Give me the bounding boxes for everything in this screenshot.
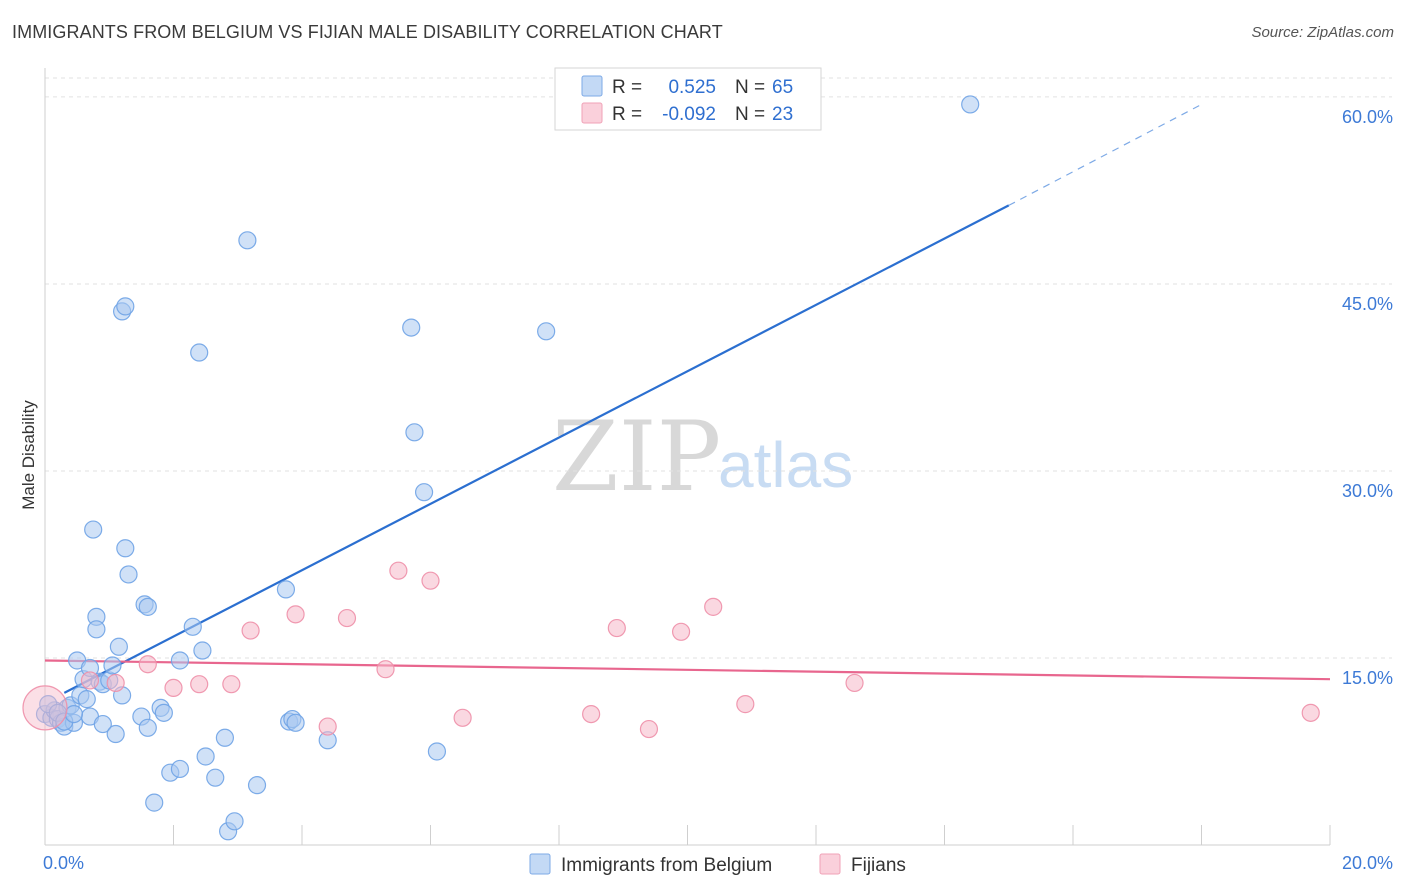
point-fijians [318, 717, 337, 736]
legend-r-value-1: 0.525 [668, 77, 716, 98]
grid-lines [45, 77, 1392, 659]
point-fijians [164, 678, 183, 698]
y-axis-label: Male Disability [19, 400, 38, 510]
point-belgium [138, 597, 157, 616]
point-belgium [225, 812, 244, 831]
point-belgium [961, 95, 980, 114]
trend-line-fijians [44, 659, 1331, 681]
point-belgium [190, 343, 209, 362]
point-fijians [138, 655, 157, 674]
point-fijians [376, 660, 395, 679]
point-fijians [671, 622, 691, 641]
point-belgium [215, 728, 234, 747]
point-belgium [106, 724, 125, 744]
point-fijians [607, 618, 626, 638]
y-tick-label: 45.0% [1342, 294, 1393, 314]
point-belgium [145, 793, 164, 812]
point-belgium [170, 759, 190, 779]
x-tick-label-min: 0.0% [43, 853, 84, 873]
point-belgium [196, 747, 215, 766]
point-belgium [193, 641, 212, 660]
point-fijians [453, 708, 472, 727]
legend-swatch-fijians [581, 102, 603, 124]
legend-n-label-2: N = [735, 104, 765, 125]
bottom-legend-swatch-fijians [819, 853, 841, 875]
point-fijians [22, 685, 68, 731]
point-belgium [238, 231, 257, 250]
point-fijians [286, 605, 305, 624]
point-belgium [170, 651, 190, 670]
y-tick-label: 30.0% [1342, 481, 1393, 501]
x-tick-labels: 0.0% 20.0% [43, 853, 1393, 873]
point-belgium [183, 617, 202, 636]
series-legend: Immigrants from Belgium Fijians [529, 853, 906, 876]
point-belgium [427, 742, 447, 761]
point-belgium [103, 656, 122, 675]
legend-r-label-2: R = [612, 104, 642, 125]
bottom-legend-label-belgium: Immigrants from Belgium [561, 855, 772, 876]
y-tick-labels: 15.0% 30.0% 45.0% 60.0% [1342, 107, 1393, 688]
point-belgium [286, 713, 305, 732]
point-belgium [402, 318, 421, 337]
chart-title: IMMIGRANTS FROM BELGIUM VS FIJIAN MALE D… [12, 22, 723, 42]
point-fijians [389, 561, 408, 580]
y-tick-label: 15.0% [1342, 668, 1393, 688]
watermark-atlas: atlas [718, 429, 853, 501]
legend-swatch-belgium [581, 75, 603, 97]
point-belgium [154, 703, 173, 722]
watermark-zip: ZIP [552, 401, 721, 513]
point-belgium [84, 520, 103, 539]
point-fijians [1301, 703, 1320, 722]
point-belgium [276, 580, 296, 599]
y-tick-label: 60.0% [1342, 107, 1393, 127]
legend-r-label-1: R = [612, 77, 642, 98]
source-label: Source: ZipAtlas.com [1251, 24, 1394, 41]
point-belgium [414, 483, 434, 502]
trend-line-belgium-extension [1008, 103, 1202, 206]
point-fijians [241, 621, 260, 640]
point-belgium [77, 690, 96, 709]
point-belgium [64, 704, 84, 724]
x-tick-label-max: 20.0% [1342, 853, 1393, 873]
point-fijians [421, 571, 440, 590]
stats-legend: R = 0.525 N = 65 R = -0.092 N = 23 [554, 67, 822, 131]
point-belgium [116, 539, 135, 558]
point-fijians [639, 719, 659, 739]
point-fijians [582, 704, 601, 724]
legend-n-value-2: 23 [772, 104, 793, 125]
legend-r-value-2: -0.092 [662, 104, 716, 125]
point-fijians [845, 673, 864, 693]
point-fijians [736, 695, 755, 714]
point-fijians [222, 675, 241, 694]
data-points [22, 95, 1320, 841]
bottom-legend-swatch-belgium [529, 853, 551, 875]
trend-lines [44, 103, 1331, 694]
point-fijians [337, 608, 357, 628]
point-belgium [93, 714, 112, 734]
point-belgium [87, 620, 106, 639]
point-belgium [138, 718, 157, 737]
point-fijians [190, 675, 209, 694]
point-belgium [206, 768, 225, 787]
point-belgium [537, 322, 556, 341]
point-fijians [106, 673, 125, 693]
point-belgium [116, 297, 135, 316]
point-belgium [247, 776, 267, 795]
point-belgium [405, 423, 424, 442]
point-fijians [80, 671, 100, 690]
point-belgium [109, 637, 128, 656]
legend-n-label-1: N = [735, 77, 765, 98]
point-fijians [704, 597, 723, 616]
legend-n-value-1: 65 [772, 77, 793, 98]
point-belgium [119, 565, 138, 584]
bottom-legend-label-fijians: Fijians [851, 855, 906, 876]
trend-line-belgium [63, 204, 1010, 694]
